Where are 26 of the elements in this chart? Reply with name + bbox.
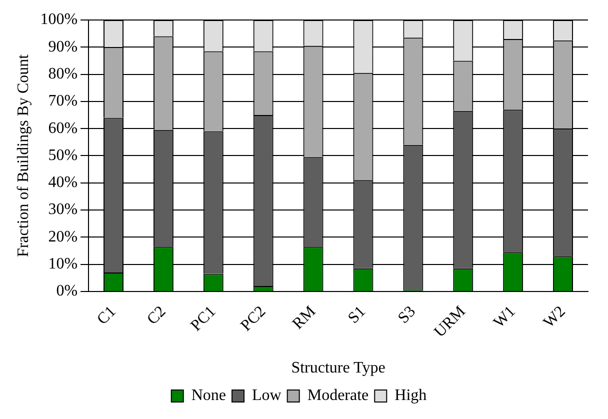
x-tick-label: W1 xyxy=(490,303,519,332)
y-tick-label: 100% xyxy=(40,11,78,28)
x-tick-label: PC1 xyxy=(188,303,220,335)
legend-label: Low xyxy=(252,387,282,404)
y-tick-label: 20% xyxy=(48,228,78,246)
x-tick-label: W2 xyxy=(540,303,569,332)
y-tick-label: 40% xyxy=(48,174,78,192)
x-axis-title: Structure Type xyxy=(291,360,386,377)
y-tick-label: 0% xyxy=(56,282,78,300)
x-tick-label: C1 xyxy=(94,303,120,328)
y-tick-label: 50% xyxy=(48,146,78,164)
y-tick-label: 90% xyxy=(48,38,78,56)
x-tick-label: S3 xyxy=(395,303,419,327)
y-tick-label: 30% xyxy=(48,201,78,218)
x-tick-label: RM xyxy=(289,303,320,333)
y-tick-label: 70% xyxy=(48,92,78,110)
y-axis-title: Fraction of Buildings By Count xyxy=(14,54,32,258)
y-tick-label: 80% xyxy=(48,65,78,82)
legend-label: None xyxy=(191,387,226,404)
x-tick-label: PC2 xyxy=(238,303,270,335)
x-tick-label: C2 xyxy=(144,303,170,328)
legend-label: Moderate xyxy=(307,387,369,404)
y-tick-label: 10% xyxy=(48,256,78,273)
y-tick-label: 60% xyxy=(48,120,78,137)
x-tick-label: S1 xyxy=(345,303,370,327)
legend-label: High xyxy=(394,387,427,404)
